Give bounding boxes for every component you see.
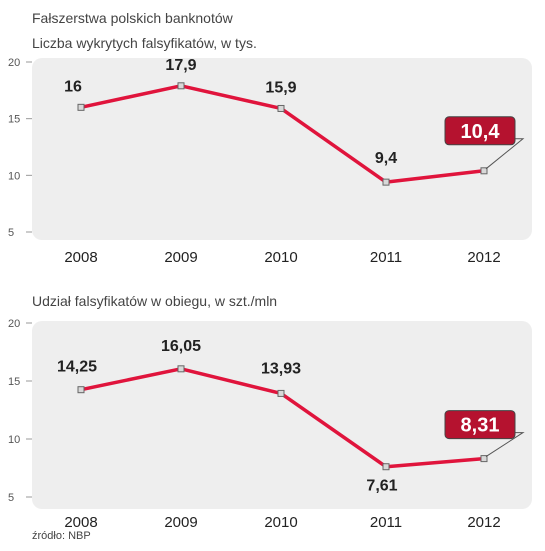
y-tick-label: 5	[8, 227, 14, 239]
source-note: źródło: NBP	[32, 530, 91, 542]
highlight-label-box	[444, 116, 516, 146]
data-label: 13,93	[261, 360, 301, 377]
data-label: 14,25	[57, 359, 97, 376]
y-tick-label: 15	[8, 114, 20, 126]
data-point	[277, 389, 285, 397]
y-tick-label: 10	[8, 434, 20, 446]
y-tick-label: 15	[8, 376, 20, 388]
chart2-subtitle: Udział falsyfikatów w obiegu, w szt./mln	[32, 293, 278, 309]
chart-counterfeits-count: 5 10 15 20 2008 2009 2010 2011 2012 16 17,9 15,9 9,4…	[8, 57, 532, 266]
data-point	[177, 82, 185, 90]
y-tick-label: 20	[8, 318, 20, 330]
plot-panel	[32, 321, 532, 509]
data-label: 16,05	[161, 338, 201, 355]
data-label: 17,9	[165, 57, 196, 74]
x-tick-label: 2011	[370, 514, 402, 531]
data-label: 7,61	[366, 478, 397, 495]
highlight-label-box	[444, 410, 516, 440]
x-tick-label: 2009	[164, 249, 197, 266]
data-point	[77, 386, 85, 394]
data-label: 16	[64, 78, 82, 95]
y-tick-label: 5	[8, 492, 14, 504]
x-tick-label: 2008	[64, 514, 97, 531]
data-label-highlight: 10,4	[461, 121, 501, 143]
x-tick-label: 2012	[467, 249, 500, 266]
chart-counterfeits-share: 5 10 15 20 2008 2009 2010 2011 2012 14,25 16,05 13,…	[8, 318, 532, 531]
x-tick-label: 2010	[264, 249, 297, 266]
page-title: Fałszerstwa polskich banknotów	[32, 10, 233, 26]
x-tick-label: 2012	[467, 514, 500, 531]
x-tick-label: 2010	[264, 514, 297, 531]
data-point	[382, 178, 390, 186]
data-label: 9,4	[375, 150, 397, 167]
data-point	[480, 455, 488, 463]
y-tick-label: 20	[8, 57, 20, 69]
callout-connector	[485, 432, 525, 458]
x-tick-label: 2009	[164, 514, 197, 531]
x-tick-label: 2008	[64, 249, 97, 266]
data-label: 15,9	[265, 79, 296, 96]
data-point	[77, 103, 85, 111]
data-point	[382, 463, 390, 471]
data-point	[177, 365, 185, 373]
x-tick-label: 2011	[370, 249, 402, 266]
y-tick-label: 10	[8, 170, 20, 182]
data-point	[480, 167, 488, 175]
chart1-subtitle: Liczba wykrytych falsyfikatów, w tys.	[32, 35, 257, 51]
plot-panel	[32, 58, 532, 240]
data-label-highlight: 8,31	[461, 415, 500, 437]
data-point	[277, 104, 285, 112]
callout-connector	[485, 138, 525, 170]
